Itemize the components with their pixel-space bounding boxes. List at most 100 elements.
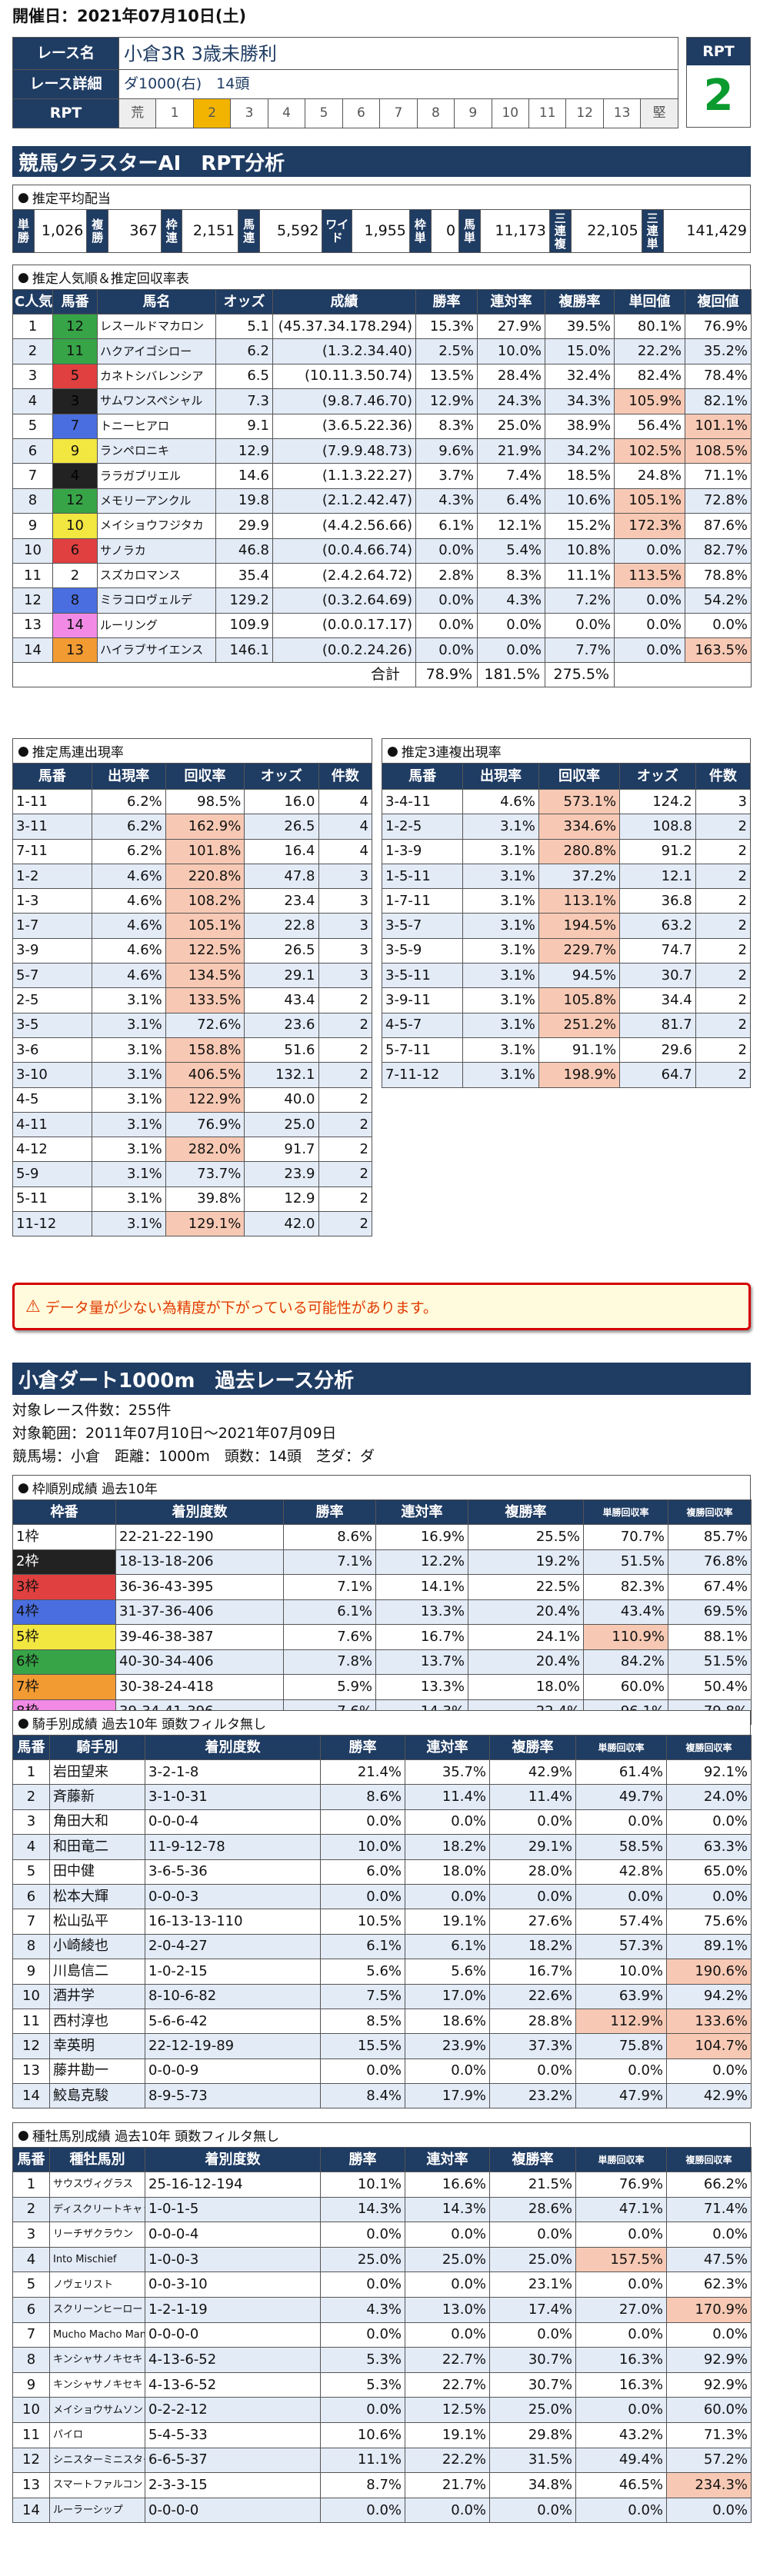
table-cell: 46.5% [575, 2472, 667, 2498]
table-cell: 13.3% [375, 1674, 468, 1700]
payout-value: 1,955 [351, 209, 410, 253]
table-cell: 2 [318, 1012, 372, 1038]
table-row: 3枠 36-36-43-395 7.1% 14.1% 22.5% 82.3% 67.4% [12, 1574, 752, 1600]
column-header: 回収率 [538, 763, 621, 790]
table-row: 12 シニスターミニスター 6-6-5-37 11.1% 22.2% 31.5% 49.4%… [12, 2447, 752, 2474]
table-cell: 60.0% [583, 1674, 668, 1700]
table-cell: 134.5% [165, 963, 245, 989]
table-cell: 38.9% [545, 413, 615, 439]
table-cell: 9.1 [215, 413, 273, 439]
table-cell: 0.0% [489, 2497, 576, 2524]
table-cell: 21.7% [405, 2472, 490, 2498]
table-row: 10 酒井学 8-10-6-82 7.5% 17.0% 22.6% 63.9% 94.2% [12, 1983, 752, 2009]
table-cell: 0.0% [320, 2058, 405, 2085]
table-cell: 25.5% [468, 1524, 584, 1550]
race-info-table: レース名 小倉3R 3歳未勝利 レース詳細 ダ1000(右) 14頭 RPT 荒 1 2 3 4 5… [12, 37, 678, 128]
table-cell: 0.0% [489, 1883, 576, 1910]
table-cell: 6 [52, 537, 98, 564]
table-cell: 282.0% [165, 1137, 245, 1163]
table-cell: 0.0% [320, 2271, 405, 2298]
table-cell: 27.9% [477, 313, 545, 340]
table-cell: 40-30-34-406 [115, 1649, 284, 1675]
table-row: 5-9 3.1% 73.7% 23.9 2 [12, 1161, 372, 1187]
table-cell: 105.1% [614, 488, 685, 514]
table-cell: 15.3% [415, 313, 478, 340]
table-cell: (0.0.4.66.74) [272, 537, 416, 564]
table-cell: 54.2% [685, 587, 752, 614]
table-row: 3-5-9 3.1% 229.7% 74.7 2 [381, 937, 752, 964]
table-cell: 0.0% [477, 637, 545, 664]
table-cell: 0.0% [575, 2222, 667, 2248]
payout-label: 馬連 [238, 209, 261, 253]
table-cell: 50.4% [668, 1674, 752, 1700]
table-cell: 13.0% [405, 2296, 490, 2323]
table-cell: 10.5% [320, 1909, 405, 1935]
table-cell: 16.3% [575, 2347, 667, 2373]
table-cell: 82.3% [583, 1574, 668, 1600]
table-cell: 124.2 [619, 788, 696, 815]
table-cell: 63.3% [666, 1834, 752, 1860]
table-cell: 28.6% [489, 2196, 576, 2223]
payout-value: 1,026 [33, 209, 88, 253]
payout-value: 367 [108, 209, 162, 253]
cluster-title: 競馬クラスターAI RPT分析 [12, 146, 751, 177]
table-cell: 12 [12, 2033, 50, 2059]
column-header: 連対率 [405, 2147, 490, 2172]
table-row: 1 サウスヴィグラス 25-16-12-194 10.1% 16.6% 21.5% 76.9… [12, 2172, 752, 2198]
table-cell: 0.0% [575, 2397, 667, 2423]
table-row: 8 キンシャサノキセキ 4-13-6-52 5.3% 22.7% 30.7% 16.3% 92… [12, 2347, 752, 2373]
table-cell: 13 [12, 2058, 50, 2085]
table-cell: 91.7 [244, 1137, 319, 1163]
table-cell: 3.1% [462, 1062, 539, 1088]
table-cell: 0.0% [320, 1883, 405, 1910]
table-cell: 7-11-12 [381, 1062, 464, 1088]
table-row: 2-5 3.1% 133.5% 43.4 2 [12, 987, 372, 1013]
table-cell: 35.7% [405, 1759, 490, 1786]
table-cell: 108.2% [165, 888, 245, 914]
table-cell: 3 [695, 788, 752, 815]
table-cell: 6.4% [477, 488, 545, 514]
table-row: 1-3 4.6% 108.2% 23.4 3 [12, 888, 372, 914]
table-cell: 14 [12, 637, 53, 664]
horse-name: カネトシバレンシア [97, 363, 216, 390]
column-header: 馬番 [12, 1735, 50, 1760]
table-row: 13 藤井勘一 0-0-0-9 0.0% 0.0% 0.0% 0.0% 0.0% [12, 2058, 752, 2085]
horse-name: レスールドマカロン [97, 313, 216, 340]
horse-name: ハクアイゴシロー [97, 338, 216, 364]
table-cell: 4-11 [12, 1111, 92, 1138]
table-cell: 4 [12, 388, 53, 414]
race-name-label: レース名 [12, 37, 119, 70]
table-cell: 18.2% [489, 1933, 576, 1960]
rpt-head: RPT [687, 38, 750, 65]
table-cell: 4.6% [91, 888, 166, 914]
table-cell: 0.0% [415, 587, 478, 614]
table-cell: 3.1% [91, 1161, 166, 1187]
table-row: 7枠 30-38-24-418 5.9% 13.3% 18.0% 60.0% 50.4% [12, 1674, 752, 1700]
table-row: 12 幸英明 22-12-19-89 15.5% 23.9% 37.3% 75.8% 104.… [12, 2033, 752, 2059]
column-header: 勝率 [415, 289, 478, 315]
table-cell: 158.8% [165, 1037, 245, 1063]
table-cell: 3-10 [12, 1062, 92, 1088]
table-cell: シニスターミニスター [49, 2447, 145, 2474]
table-cell: 1-0-2-15 [145, 1959, 321, 1985]
table-cell: 3.1% [462, 913, 539, 939]
table-row: 9 川島信二 1-0-2-15 5.6% 5.6% 16.7% 10.0% 190.6% [12, 1959, 752, 1985]
table-cell: 122.9% [165, 1087, 245, 1113]
table-cell: 13 [12, 2472, 50, 2498]
table-row: 1-5-11 3.1% 37.2% 12.1 2 [381, 863, 752, 890]
table-cell: 17.0% [405, 1983, 490, 2009]
table-cell: 4 [318, 814, 372, 840]
table-cell: 3-5 [12, 1012, 92, 1038]
table-cell: 64.7 [619, 1062, 696, 1088]
table-cell: 56.4% [614, 413, 685, 439]
table-cell: 0.0% [575, 2321, 667, 2348]
table-cell: 18.6% [405, 2008, 490, 2035]
table-cell: 6.1% [320, 1933, 405, 1960]
payout-label: 枠連 [160, 209, 183, 253]
table-cell: 25.0% [320, 2246, 405, 2273]
table-cell: 0.0% [415, 612, 478, 639]
table-cell: メイショウサムソン [49, 2397, 145, 2423]
umaren-header-text: 推定馬連出現率 [32, 745, 124, 760]
table-cell: 4枠 [12, 1599, 116, 1625]
table-cell: 30.7% [489, 2347, 576, 2373]
